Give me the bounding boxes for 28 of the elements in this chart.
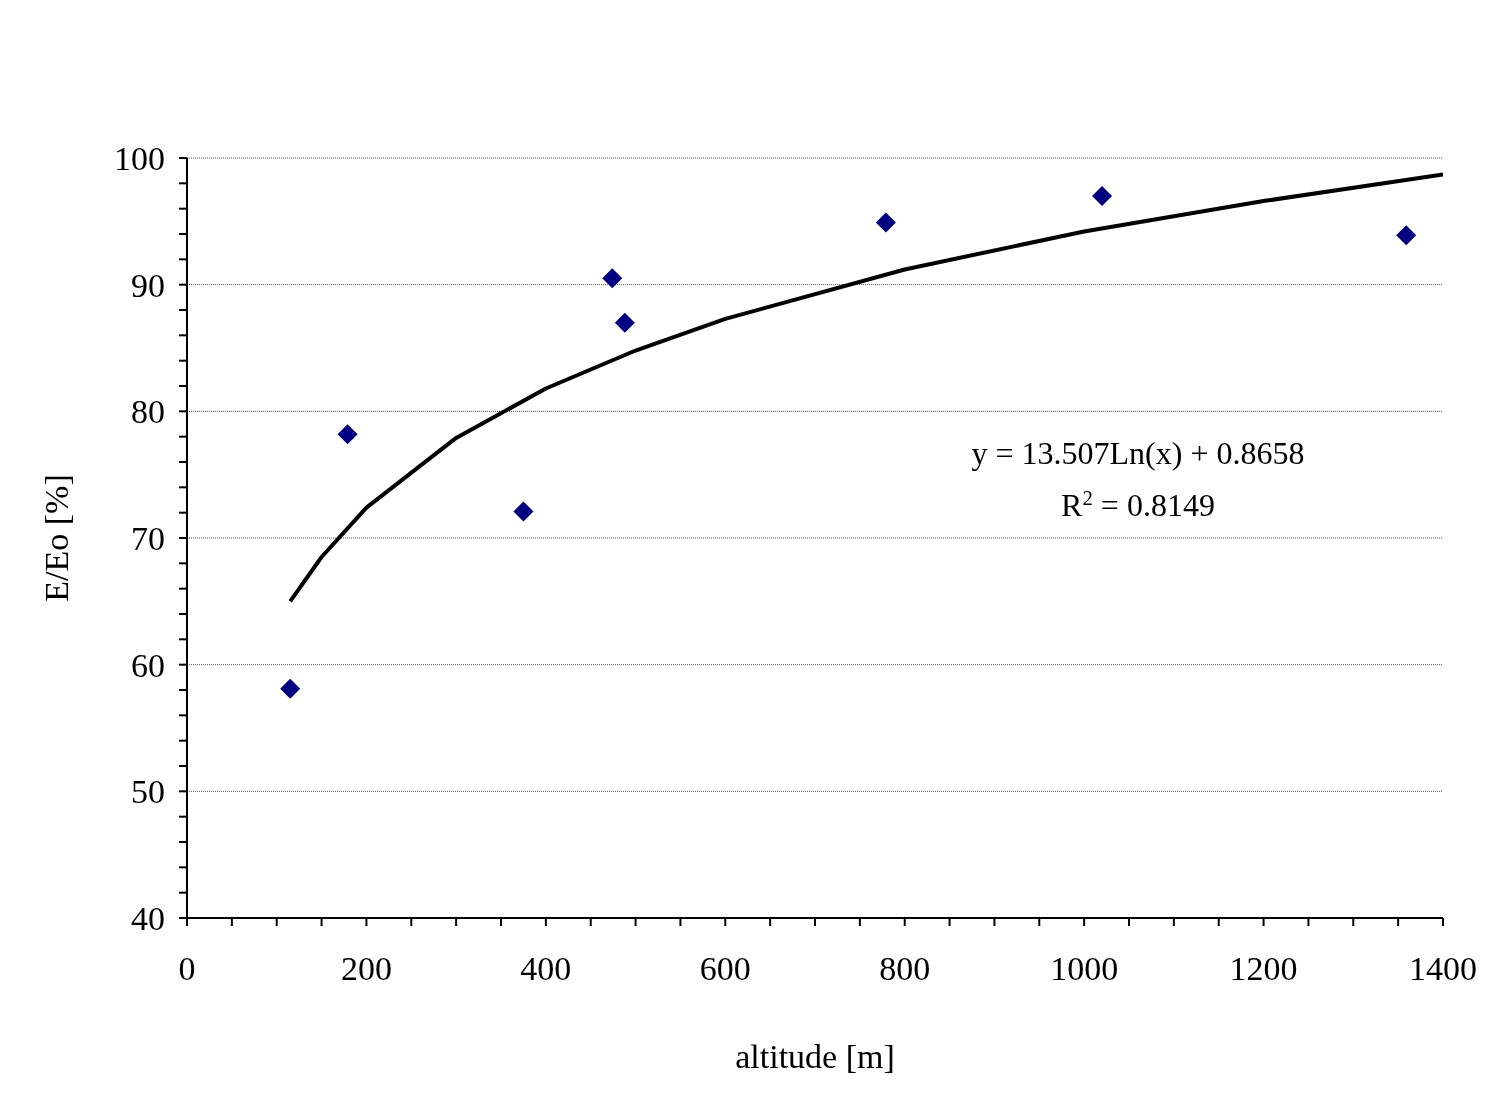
point bbox=[602, 268, 623, 289]
y-tick-label: 50 bbox=[131, 773, 165, 811]
point bbox=[875, 212, 896, 233]
y-tick-label: 90 bbox=[131, 266, 165, 304]
point bbox=[337, 424, 358, 445]
x-tick-label: 400 bbox=[520, 950, 572, 988]
x-tick-label: 200 bbox=[340, 950, 392, 988]
point bbox=[513, 501, 534, 522]
y-axis-title: E/Eo [%] bbox=[38, 474, 76, 602]
annotation: y = 13.507Ln(x) + 0.8658 bbox=[971, 435, 1305, 471]
point bbox=[1092, 186, 1113, 206]
x-axis-title: altitude [m] bbox=[735, 1038, 895, 1075]
x-tick-label: 800 bbox=[879, 950, 931, 988]
x-tick-label: 1200 bbox=[1229, 950, 1298, 988]
x-tick-label: 0 bbox=[178, 950, 196, 988]
x-tick-label: 1400 bbox=[1409, 950, 1477, 988]
x-tick-label: 1000 bbox=[1050, 950, 1119, 988]
y-tick-label: 100 bbox=[114, 140, 165, 178]
line-series bbox=[288, 172, 1443, 604]
y-tick-label: 40 bbox=[131, 900, 165, 938]
y-tick-label: 70 bbox=[131, 520, 165, 558]
point bbox=[280, 678, 301, 699]
y-tick-label: 60 bbox=[131, 646, 165, 684]
x-tick-label: 600 bbox=[699, 950, 751, 988]
point bbox=[614, 312, 635, 333]
y-tick-label: 80 bbox=[131, 393, 165, 431]
point bbox=[1396, 225, 1417, 246]
annotation: R$^{2}$ = 0.8149 bbox=[1061, 485, 1215, 523]
